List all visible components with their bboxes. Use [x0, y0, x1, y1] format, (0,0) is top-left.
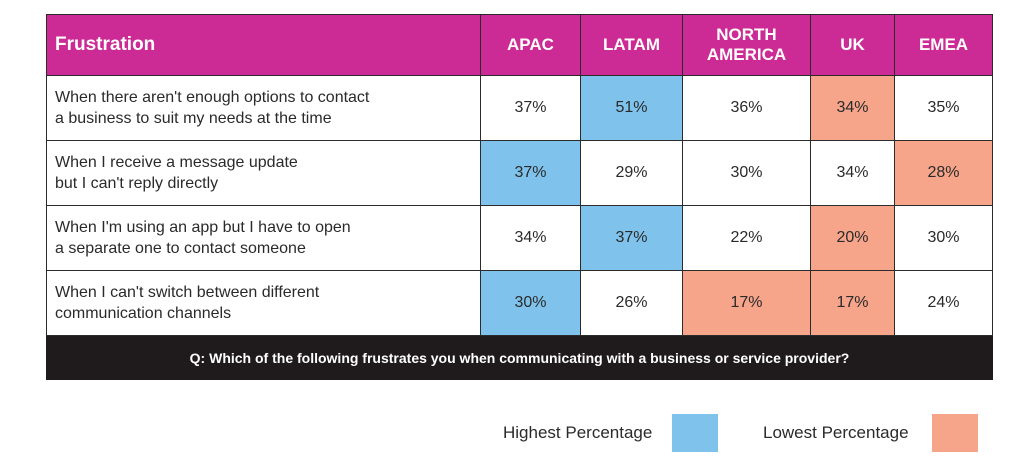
- header-north-america: NORTH AMERICA: [682, 14, 811, 76]
- frustration-label-line: When I'm using an app but I have to open: [55, 219, 351, 236]
- frustration-label-line: When I can't switch between different: [55, 284, 320, 301]
- value-cell-emea: 28%: [894, 140, 993, 206]
- header-uk: UK: [810, 14, 895, 76]
- value-cell-north-america: 17%: [682, 270, 811, 336]
- legend-lowest: Lowest Percentage: [763, 414, 978, 452]
- legend-lowest-swatch: [931, 414, 978, 452]
- header-apac: APAC: [480, 14, 581, 76]
- value-cell-emea: 30%: [894, 205, 993, 271]
- frustration-label-line: communication channels: [55, 305, 232, 322]
- frustration-label: When I'm using an app but I have to open…: [46, 205, 481, 271]
- footer-row: Q: Which of the following frustrates you…: [46, 335, 993, 380]
- header-latam: LATAM: [580, 14, 683, 76]
- frustration-label-line: but I can't reply directly: [55, 175, 219, 192]
- value-cell-north-america: 30%: [682, 140, 811, 206]
- table-row: When I'm using an app but I have to open…: [46, 205, 993, 271]
- table-body: When there aren't enough options to cont…: [46, 75, 993, 336]
- value-cell-uk: 34%: [810, 140, 895, 206]
- value-cell-apac: 34%: [480, 205, 581, 271]
- survey-question: Q: Which of the following frustrates you…: [46, 335, 993, 380]
- frustration-table: Frustration APAC LATAM NORTH AMERICA UK …: [46, 14, 993, 380]
- header-frustration: Frustration: [46, 14, 481, 76]
- value-cell-latam: 29%: [580, 140, 683, 206]
- frustration-label-line: a separate one to contact someone: [55, 240, 306, 257]
- header-row: Frustration APAC LATAM NORTH AMERICA UK …: [46, 14, 993, 76]
- frustration-label-line: a business to suit my needs at the time: [55, 110, 332, 127]
- legend-highest-label: Highest Percentage: [503, 423, 653, 442]
- value-cell-latam: 37%: [580, 205, 683, 271]
- frustration-label: When I receive a message update but I can…: [46, 140, 481, 206]
- value-cell-uk: 17%: [810, 270, 895, 336]
- legend-highest-swatch: [672, 414, 719, 452]
- legend-highest: Highest Percentage: [503, 414, 719, 452]
- value-cell-north-america: 22%: [682, 205, 811, 271]
- value-cell-latam: 51%: [580, 75, 683, 141]
- table-row: When there aren't enough options to cont…: [46, 75, 993, 141]
- value-cell-north-america: 36%: [682, 75, 811, 141]
- table-row: When I can't switch between different com…: [46, 270, 993, 336]
- frustration-label-line: When I receive a message update: [55, 154, 298, 171]
- value-cell-emea: 35%: [894, 75, 993, 141]
- frustration-label: When I can't switch between different com…: [46, 270, 481, 336]
- frustration-label-line: When there aren't enough options to cont…: [55, 89, 370, 106]
- value-cell-apac: 30%: [480, 270, 581, 336]
- value-cell-uk: 20%: [810, 205, 895, 271]
- legend-lowest-label: Lowest Percentage: [763, 423, 909, 442]
- frustration-label: When there aren't enough options to cont…: [46, 75, 481, 141]
- value-cell-apac: 37%: [480, 75, 581, 141]
- header-emea: EMEA: [894, 14, 993, 76]
- value-cell-emea: 24%: [894, 270, 993, 336]
- value-cell-latam: 26%: [580, 270, 683, 336]
- value-cell-uk: 34%: [810, 75, 895, 141]
- value-cell-apac: 37%: [480, 140, 581, 206]
- table-row: When I receive a message update but I can…: [46, 140, 993, 206]
